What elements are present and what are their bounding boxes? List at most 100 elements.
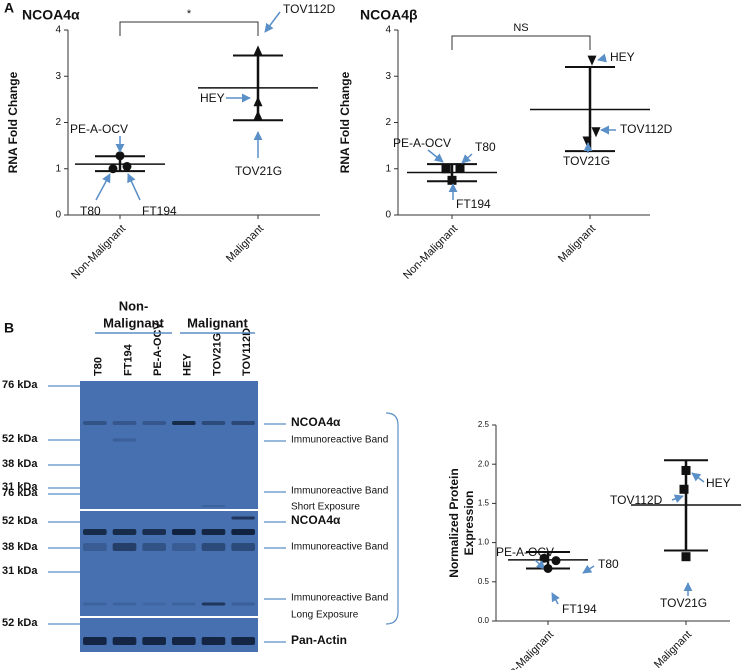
y-tick-label: 3 xyxy=(55,71,61,82)
blot-band xyxy=(172,421,196,425)
y-tick-label: 4 xyxy=(385,25,391,36)
blot-band xyxy=(172,543,196,551)
lane-label: TOV112D xyxy=(241,328,253,376)
lane-label: FT194 xyxy=(122,343,134,376)
y-axis-label: RNA Fold Change xyxy=(338,71,352,173)
data-point xyxy=(115,151,125,161)
chart-title: NCOA4α xyxy=(22,7,80,23)
y-axis-label: RNA Fold Change xyxy=(6,71,20,173)
group-label: Non- xyxy=(119,298,149,313)
data-point xyxy=(253,110,263,121)
label-arrow xyxy=(671,494,684,503)
group-label: Malignant xyxy=(103,315,164,330)
blot-band xyxy=(142,529,166,535)
point-label: FT194 xyxy=(142,204,177,218)
data-point xyxy=(591,127,601,138)
blot-band xyxy=(172,529,196,535)
point-label: FT194 xyxy=(456,197,491,211)
x-tick-label: Non-Malignant xyxy=(69,223,128,282)
marker-label: 38 kDa xyxy=(2,541,38,553)
blot-band xyxy=(112,529,137,535)
data-point xyxy=(447,175,457,185)
y-tick-label: 3 xyxy=(385,71,391,82)
data-point xyxy=(441,164,451,174)
label-arrow xyxy=(461,153,473,164)
y-tick-label: 2.0 xyxy=(478,459,490,468)
data-point xyxy=(253,96,263,107)
blot-band xyxy=(112,637,137,645)
data-point xyxy=(543,563,553,573)
blot-band xyxy=(201,421,226,425)
lane-label: HEY xyxy=(182,353,194,376)
significance-bracket xyxy=(451,35,591,50)
label-arrow xyxy=(264,11,281,33)
point-label: HEY xyxy=(610,50,635,64)
data-point xyxy=(681,465,691,475)
point-label: TOV21G xyxy=(563,154,610,168)
blot-band xyxy=(142,421,166,425)
blot-band xyxy=(231,543,255,551)
blot-band xyxy=(201,543,226,551)
y-tick-label: 1 xyxy=(55,163,61,174)
y-axis-label: Normalized Protein xyxy=(447,468,461,577)
point-label: PE-A-OCV xyxy=(70,122,128,136)
point-label: T80 xyxy=(475,140,496,154)
data-point xyxy=(551,556,561,566)
blot-band xyxy=(142,543,166,551)
significance-label: NS xyxy=(513,22,528,34)
label-arrow xyxy=(597,53,607,63)
label-arrow xyxy=(127,173,141,201)
blot-band xyxy=(201,637,226,645)
band-label: Immunoreactive Band xyxy=(291,486,388,497)
blot-band xyxy=(231,421,255,425)
marker-label: 31 kDa xyxy=(2,565,38,577)
data-point xyxy=(108,164,118,174)
band-label: NCOA4α xyxy=(291,513,341,527)
point-label: PE-A-OCV xyxy=(496,545,554,559)
data-point xyxy=(122,161,132,171)
x-tick-label: Malignant xyxy=(652,629,694,670)
blot-band xyxy=(83,637,107,645)
band-label: Immunoreactive Band xyxy=(291,542,388,553)
y-tick-label: 2 xyxy=(55,117,61,128)
blot-divider xyxy=(80,616,258,618)
point-label: TOV112D xyxy=(283,2,336,16)
y-tick-label: 0.5 xyxy=(478,577,490,586)
significance-label: * xyxy=(187,8,192,20)
blot-band xyxy=(83,529,107,535)
blot-band xyxy=(112,438,137,442)
point-label: T80 xyxy=(598,557,619,571)
band-label: Pan-Actin xyxy=(291,633,347,647)
label-arrow xyxy=(691,472,705,483)
marker-label: 52 kDa xyxy=(2,515,38,527)
y-tick-label: 1.5 xyxy=(478,499,490,508)
band-label: Short Exposure xyxy=(291,502,360,513)
blot-band xyxy=(112,543,137,551)
blot-band xyxy=(172,602,196,606)
blot-band xyxy=(201,505,226,507)
data-point xyxy=(253,45,263,56)
data-point xyxy=(679,484,689,494)
panel-label: A xyxy=(4,0,14,16)
point-label: TOV112D xyxy=(610,493,663,507)
marker-label: 31 kDa xyxy=(2,481,38,493)
point-label: HEY xyxy=(706,476,731,490)
blot-band xyxy=(231,602,255,606)
significance-bracket xyxy=(119,21,259,36)
band-label: Immunoreactive Band xyxy=(291,435,388,446)
y-tick-label: 0 xyxy=(55,210,61,221)
data-point xyxy=(582,136,592,147)
blot-band xyxy=(112,421,137,425)
blot-band xyxy=(83,543,107,551)
label-arrow xyxy=(582,564,595,574)
exposure-bracket xyxy=(385,412,399,625)
point-label: HEY xyxy=(200,91,225,105)
y-tick-label: 0 xyxy=(385,210,391,221)
blot-band xyxy=(142,602,166,606)
blot-band xyxy=(142,637,166,645)
blot-band xyxy=(231,516,255,520)
band-label: NCOA4α xyxy=(291,415,341,429)
label-arrow xyxy=(427,149,444,163)
blot-divider xyxy=(80,509,258,511)
